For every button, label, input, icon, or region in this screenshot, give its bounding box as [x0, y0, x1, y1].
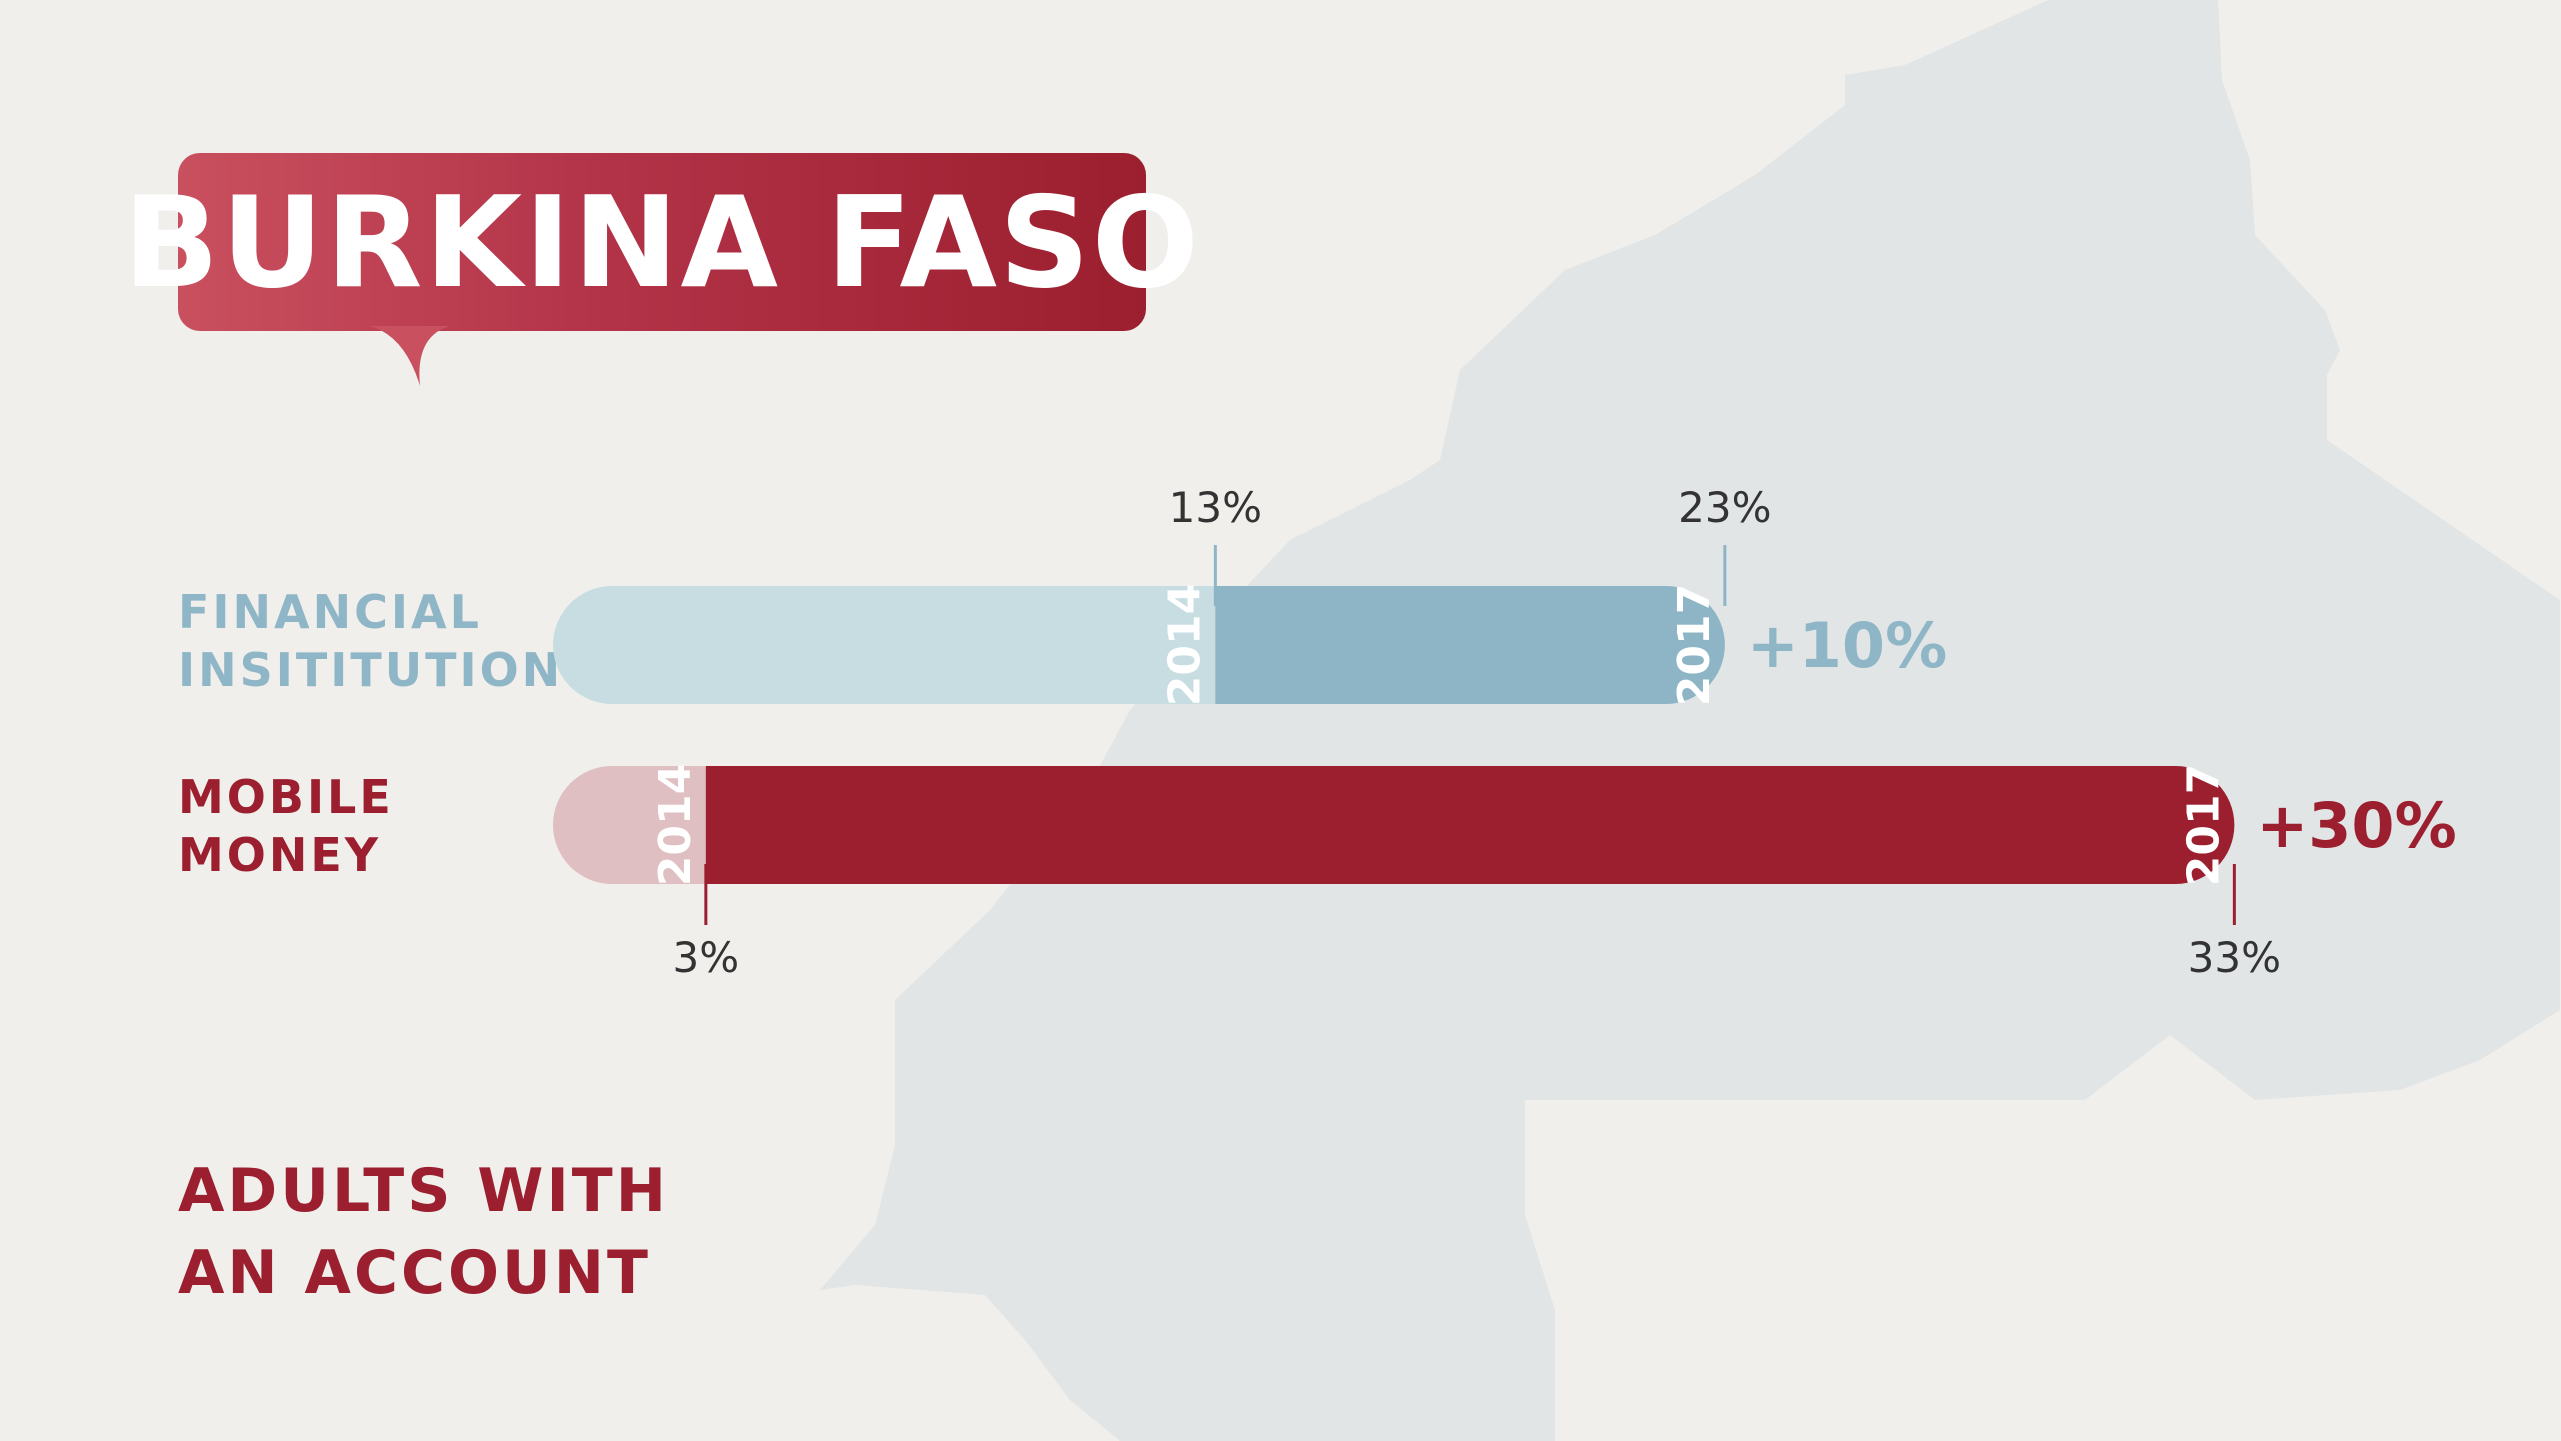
bar-2017-mobile	[705, 766, 2235, 884]
title-banner: BURKINA FASO	[123, 153, 1199, 331]
bar-2017-financial	[1215, 586, 1725, 704]
value-label-2014-financial: 13%	[1169, 483, 1262, 532]
year-label-2017-financial: 2017	[1669, 584, 1720, 706]
chart-title: BURKINA FASO	[123, 168, 1201, 316]
value-label-2017-mobile: 33%	[2188, 933, 2281, 982]
change-label-financial: +10%	[1747, 609, 1947, 682]
year-label-2014-mobile: 2014	[650, 764, 701, 886]
value-label-2017-financial: 23%	[1678, 483, 1771, 532]
change-label-mobile: +30%	[2256, 789, 2456, 862]
category-label-financial-institution: FINANCIAL INSITITUTION	[178, 585, 564, 697]
value-label-2014-mobile: 3%	[673, 933, 740, 982]
chart-subtitle: ADULTS WITH AN ACCOUNT	[178, 1156, 669, 1308]
title-banner-tail	[370, 326, 450, 386]
category-label-mobile-money: MOBILE MONEY	[178, 770, 394, 882]
year-label-2014-financial: 2014	[1159, 584, 1210, 706]
year-label-2017-mobile: 2017	[2178, 764, 2229, 886]
